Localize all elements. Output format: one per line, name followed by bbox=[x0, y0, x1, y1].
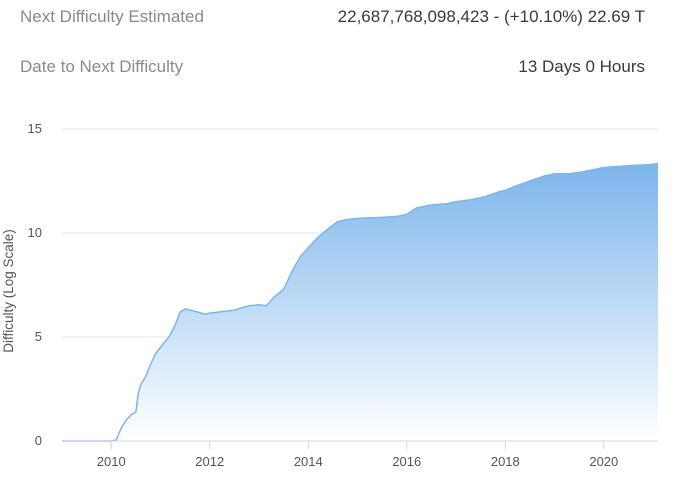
y-tick-label: 0 bbox=[35, 433, 42, 448]
difficulty-chart: 0 5 10 15 2010 2012 2014 2016 2018 2020 Difficult… bbox=[1, 121, 659, 469]
next-difficulty-row: Next Difficulty Estimated 22,687,768,098… bbox=[0, 3, 679, 33]
axes: 0 5 10 15 2010 2012 2014 2016 2018 2020 bbox=[28, 121, 658, 469]
date-to-next-difficulty-label: Date to Next Difficulty bbox=[20, 57, 184, 76]
y-tick-label: 15 bbox=[28, 121, 42, 136]
difficulty-series-line bbox=[62, 162, 659, 442]
x-tick-label: 2016 bbox=[392, 454, 421, 469]
plot-area bbox=[62, 162, 659, 442]
y-tick-label: 10 bbox=[28, 225, 42, 240]
y-tick-label: 5 bbox=[35, 329, 42, 344]
date-to-next-difficulty-value: 13 Days 0 Hours bbox=[518, 57, 645, 76]
y-axis-title: Difficulty (Log Scale) bbox=[1, 229, 16, 353]
difficulty-area-fill bbox=[62, 163, 658, 442]
next-difficulty-value: 22,687,768,098,423 - (+10.10%) 22.69 T bbox=[337, 7, 645, 26]
x-tick-label: 2010 bbox=[97, 454, 126, 469]
date-to-next-difficulty-row: Date to Next Difficulty 13 Days 0 Hours bbox=[0, 53, 679, 83]
x-tick-label: 2014 bbox=[294, 454, 323, 469]
x-tick-label: 2020 bbox=[589, 454, 618, 469]
x-tick-label: 2018 bbox=[491, 454, 520, 469]
x-tick-label: 2012 bbox=[195, 454, 224, 469]
next-difficulty-label: Next Difficulty Estimated bbox=[20, 7, 204, 26]
